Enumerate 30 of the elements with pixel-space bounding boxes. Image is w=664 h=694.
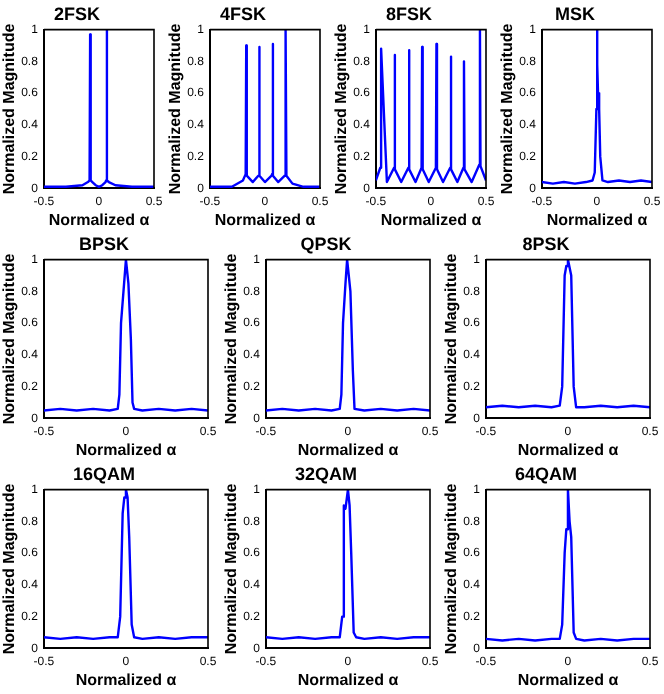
x-axis-title: Normalized α bbox=[297, 670, 398, 689]
x-axis-title: Normalized α bbox=[75, 670, 177, 689]
y-axis-title: Normalized Magnitude bbox=[0, 252, 19, 425]
x-axis-title: Normalized α bbox=[518, 440, 620, 459]
y-axis-title: Normalized Magnitude bbox=[0, 22, 19, 195]
x-axis-title: Normalized α bbox=[48, 210, 150, 229]
chart-title: 2FSK bbox=[53, 3, 101, 24]
x-axis-title: Normalized α bbox=[380, 210, 482, 229]
x-axis-title: Normalized α bbox=[297, 440, 398, 459]
chart-title: QPSK bbox=[299, 233, 352, 254]
x-axis-title: Normalized α bbox=[75, 440, 177, 459]
chart-title: MSK bbox=[555, 3, 596, 24]
chart-title: 64QAM bbox=[515, 463, 578, 484]
y-axis-title: Normalized Magnitude bbox=[442, 482, 461, 655]
y-axis-title: Normalized Magnitude bbox=[0, 482, 19, 655]
chart-title: BPSK bbox=[78, 233, 130, 254]
y-axis-title: Normalized Magnitude bbox=[221, 482, 240, 655]
x-axis-title: Normalized α bbox=[518, 670, 620, 689]
chart-title: 4FSK bbox=[219, 3, 267, 24]
y-axis-title: Normalized Magnitude bbox=[498, 22, 517, 195]
y-axis-title: Normalized Magnitude bbox=[332, 22, 351, 195]
chart-title: 8PSK bbox=[523, 233, 572, 254]
y-axis-title: Normalized Magnitude bbox=[166, 22, 185, 195]
y-axis-title: Normalized Magnitude bbox=[442, 252, 461, 425]
x-axis-title: Normalized α bbox=[546, 210, 648, 229]
chart-title: 8FSK bbox=[385, 3, 433, 24]
x-axis-title: Normalized α bbox=[214, 210, 316, 229]
chart-title: 32QAM bbox=[294, 463, 357, 484]
chart-title: 16QAM bbox=[72, 463, 136, 484]
y-axis-title: Normalized Magnitude bbox=[221, 252, 240, 425]
